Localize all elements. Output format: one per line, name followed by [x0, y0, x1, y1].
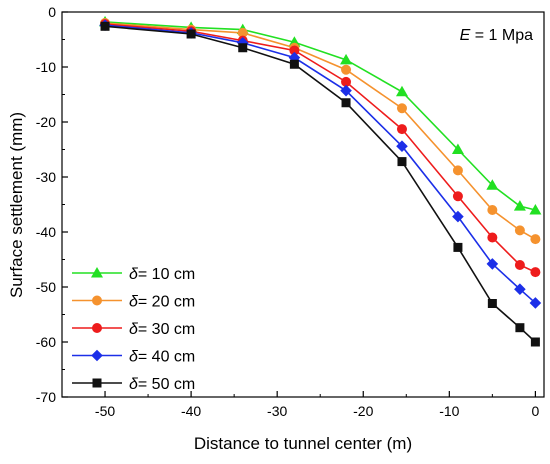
data-point	[486, 258, 499, 270]
series-layer	[99, 15, 542, 347]
data-point	[487, 205, 498, 215]
annotation-symbol: E	[460, 27, 471, 44]
y-tick-label: -40	[36, 224, 56, 240]
data-point	[237, 27, 248, 38]
data-point	[341, 76, 352, 87]
legend-item: δ= 40 cm	[72, 349, 195, 366]
data-point	[341, 98, 351, 108]
x-tick-label: -20	[353, 403, 373, 419]
series-1	[99, 15, 542, 215]
data-point	[487, 232, 498, 243]
legend-symbol: δ	[129, 321, 139, 338]
y-tick-label: -10	[36, 59, 56, 75]
data-point	[100, 21, 110, 31]
y-tick-label: -30	[36, 169, 56, 185]
data-point	[530, 234, 541, 245]
y-tick-label: -70	[36, 389, 56, 405]
data-point	[513, 200, 526, 211]
y-tick-label: -50	[36, 279, 56, 295]
axis-ticks: -50 -40 -30 -20 -10 0 0 -10 -20 -30 -40 -50 -60 -70	[36, 4, 540, 419]
data-point	[397, 157, 407, 167]
data-point	[514, 260, 525, 270]
data-point	[487, 299, 497, 308]
data-point	[396, 124, 407, 135]
legend: δ= 10 cmδ= 20 cmδ= 30 cmδ= 40 cmδ= 50 cm	[72, 266, 195, 393]
x-tick-label: -40	[181, 403, 201, 419]
legend-label: δ= 20 cm	[129, 294, 195, 311]
data-point	[452, 165, 463, 176]
legend-label: δ= 50 cm	[129, 376, 195, 393]
data-point	[530, 337, 540, 347]
x-tick-label: -10	[439, 403, 459, 419]
data-point	[340, 84, 352, 97]
legend-value: = 30 cm	[138, 321, 195, 338]
data-point	[486, 179, 499, 190]
legend-symbol: δ	[129, 294, 139, 311]
legend-label: δ= 40 cm	[129, 349, 195, 366]
y-tick-label: 0	[48, 4, 56, 20]
x-axis-title: Distance to tunnel center (m)	[194, 434, 412, 453]
legend-value: = 20 cm	[138, 294, 195, 311]
data-point	[529, 297, 542, 309]
series-line	[104, 21, 536, 211]
x-tick-label: 0	[531, 403, 539, 419]
legend-value: = 40 cm	[138, 349, 195, 366]
data-point	[289, 59, 299, 69]
data-point	[396, 103, 407, 114]
legend-symbol: δ	[129, 376, 139, 393]
annotation-modulus: E = 1 Mpa	[460, 27, 533, 44]
legend-swatch-marker	[92, 295, 102, 306]
series-line	[104, 22, 536, 240]
legend-swatch-marker	[91, 349, 103, 362]
legend-label: δ= 10 cm	[129, 266, 195, 283]
data-point	[529, 204, 542, 215]
data-point	[530, 267, 541, 278]
legend-value: = 10 cm	[138, 266, 195, 283]
series-line	[104, 24, 536, 304]
legend-item: δ= 30 cm	[72, 321, 195, 338]
y-tick-label: -20	[36, 114, 56, 130]
legend-swatch-marker	[92, 378, 102, 388]
data-point	[340, 53, 353, 65]
data-point	[514, 283, 526, 295]
data-point	[453, 242, 463, 252]
data-point	[341, 64, 352, 75]
y-axis-title: Surface settlement (mm)	[7, 112, 26, 298]
data-point	[289, 45, 300, 56]
data-point	[515, 323, 525, 333]
data-point	[396, 140, 408, 152]
series-2	[100, 18, 541, 245]
series-5	[100, 21, 540, 347]
series-line	[104, 23, 536, 273]
legend-item: δ= 20 cm	[72, 294, 195, 311]
series-line	[104, 25, 536, 343]
data-point	[238, 43, 248, 53]
data-point	[451, 143, 464, 154]
annotation-text: = 1 Mpa	[470, 27, 533, 44]
x-tick-label: -30	[267, 403, 287, 419]
x-tick-label: -50	[95, 403, 115, 419]
data-point	[186, 29, 196, 39]
legend-swatch-marker	[92, 323, 102, 333]
legend-item: δ= 50 cm	[72, 376, 195, 393]
legend-symbol: δ	[129, 349, 139, 366]
legend-label: δ= 30 cm	[129, 321, 195, 338]
legend-item: δ= 10 cm	[72, 266, 195, 283]
data-point	[452, 191, 463, 202]
data-point	[452, 210, 464, 223]
data-point	[514, 225, 525, 236]
legend-value: = 50 cm	[138, 376, 195, 393]
legend-swatch-marker	[91, 267, 103, 278]
legend-symbol: δ	[129, 266, 139, 283]
data-point	[395, 85, 408, 97]
y-tick-label: -60	[36, 334, 56, 350]
